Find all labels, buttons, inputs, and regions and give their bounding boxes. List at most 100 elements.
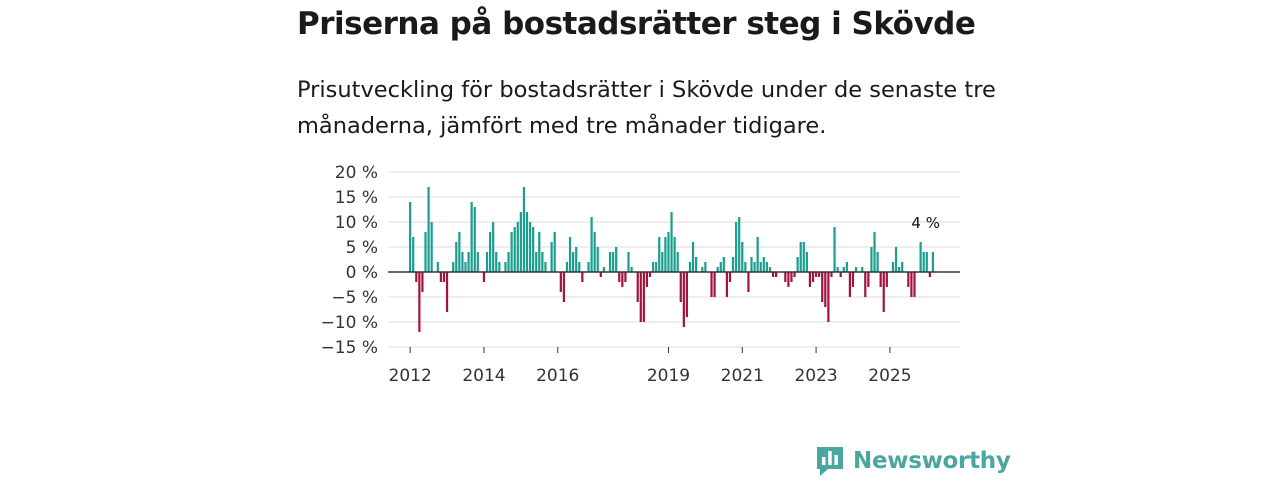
- bar: [731, 257, 735, 272]
- brand-name: Newsworthy: [853, 448, 1011, 474]
- bar: [473, 207, 476, 272]
- bar: [799, 242, 802, 272]
- bar: [664, 237, 667, 272]
- bar: [879, 272, 882, 287]
- bar: [418, 272, 421, 332]
- x-tick-label: 2019: [647, 366, 690, 386]
- bar: [464, 262, 467, 272]
- bar: [421, 272, 424, 292]
- bar: [704, 262, 707, 272]
- bar: [925, 252, 928, 272]
- bar: [913, 272, 916, 297]
- bar: [747, 272, 750, 292]
- bar: [682, 272, 685, 327]
- bar: [436, 262, 439, 272]
- bar: [504, 262, 507, 272]
- bar: [685, 272, 689, 317]
- x-tick-label: 2021: [721, 366, 764, 386]
- y-tick-label: −10 %: [321, 313, 378, 333]
- bar: [651, 262, 655, 272]
- bar: [455, 242, 458, 272]
- bar: [476, 252, 479, 272]
- bar: [470, 202, 473, 272]
- bar: [568, 237, 572, 272]
- bar: [851, 272, 855, 287]
- bar: [901, 262, 904, 272]
- bar: [559, 272, 562, 292]
- newsworthy-logo-icon: [817, 447, 843, 476]
- bar: [442, 272, 446, 282]
- bar: [818, 272, 821, 277]
- bar: [544, 262, 547, 272]
- bar: [587, 262, 590, 272]
- bar: [409, 202, 412, 272]
- bar: [627, 252, 630, 272]
- bar: [919, 242, 922, 272]
- bar: [599, 272, 602, 277]
- bar: [415, 272, 418, 282]
- bar: [765, 262, 768, 272]
- bar: [445, 272, 449, 312]
- bar: [642, 272, 645, 322]
- bar: [495, 252, 498, 272]
- bar: [756, 237, 759, 272]
- bar: [488, 232, 492, 272]
- bar: [541, 252, 544, 272]
- bar: [452, 262, 455, 272]
- bar: [836, 267, 839, 272]
- bar: [691, 242, 695, 272]
- bar: [532, 227, 535, 272]
- bar: [728, 272, 732, 282]
- x-tick-label: 2025: [868, 366, 911, 386]
- bar: [759, 262, 762, 272]
- latest-value-annotation: 4 %: [911, 214, 940, 232]
- bar: [630, 267, 633, 272]
- y-tick-label: 5 %: [346, 238, 378, 258]
- y-tick-label: −15 %: [321, 338, 378, 358]
- bar: [931, 252, 935, 272]
- bar: [525, 212, 529, 272]
- bar: [424, 232, 427, 272]
- bar: [922, 252, 925, 272]
- x-tick-label: 2023: [794, 366, 837, 386]
- bar: [688, 262, 692, 272]
- bar: [701, 267, 704, 272]
- x-axis-tick-labels: 2012 2014 2016 2019 2021 2023 2025: [389, 347, 912, 386]
- bar: [768, 267, 772, 272]
- bar: [679, 272, 682, 302]
- bar: [710, 272, 713, 297]
- bar: [430, 222, 433, 272]
- bar: [648, 272, 652, 277]
- bar: [562, 272, 566, 302]
- bar: [753, 262, 756, 272]
- bar: [550, 242, 553, 272]
- chart-title: Priserna på bostadsrätter steg i Skövde: [297, 6, 976, 42]
- bar: [885, 272, 888, 287]
- bar: [639, 272, 642, 322]
- bar: [716, 267, 719, 272]
- bar: [670, 212, 673, 272]
- bar: [771, 272, 775, 277]
- x-tick-label: 2014: [462, 366, 505, 386]
- bar: [808, 272, 812, 287]
- bar: [612, 252, 615, 272]
- bar: [565, 262, 569, 272]
- bar: [744, 262, 747, 272]
- bar: [827, 272, 830, 322]
- bar: [910, 272, 913, 297]
- bar: [485, 252, 489, 272]
- bar: [645, 272, 649, 287]
- bar: [575, 247, 578, 272]
- y-tick-label: 15 %: [335, 188, 378, 208]
- bar: [719, 262, 722, 272]
- bar: [814, 272, 818, 277]
- bar: [516, 222, 519, 272]
- bar: [535, 252, 538, 272]
- bar-series: [409, 187, 935, 332]
- bar: [507, 252, 510, 272]
- bar: [830, 272, 833, 277]
- bar: [482, 272, 486, 282]
- bar: [608, 252, 612, 272]
- bar: [725, 272, 729, 297]
- bar: [867, 272, 870, 287]
